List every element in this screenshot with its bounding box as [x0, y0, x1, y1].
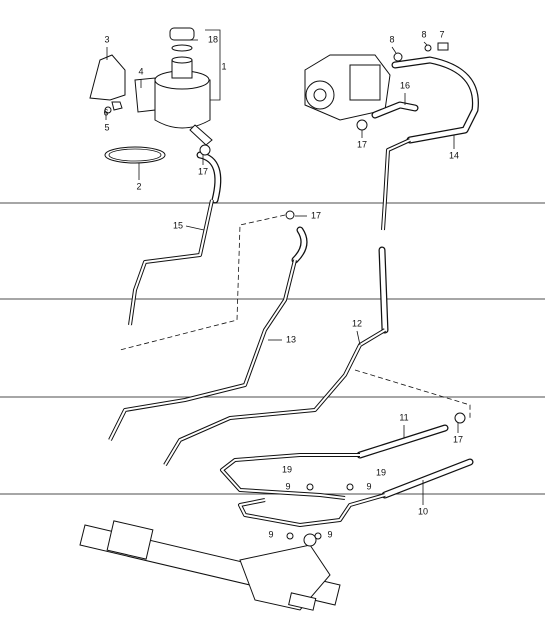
callout: 7: [439, 29, 444, 39]
steering-rack: [79, 520, 341, 611]
callout: 17: [453, 434, 463, 444]
callout: 4: [138, 66, 143, 76]
reservoir: [154, 27, 221, 146]
callout-labels: 18 1 3 4 6 5 2 17 8 8 7 16 17 14 15 17 1…: [103, 29, 463, 539]
callout: 17: [357, 139, 367, 149]
bracket: [89, 54, 156, 114]
callout: 17: [311, 210, 321, 220]
callout: 10: [418, 506, 428, 516]
callout: 13: [286, 334, 296, 344]
callout: 19: [376, 467, 386, 477]
hoses: [196, 56, 479, 499]
pump: [304, 54, 391, 121]
callout: 17: [198, 166, 208, 176]
fittings: [199, 42, 466, 540]
callout: 18: [208, 34, 218, 44]
callout: 14: [449, 150, 459, 160]
callout: 11: [399, 412, 408, 422]
callout: 12: [352, 318, 362, 328]
callout: 9: [268, 529, 273, 539]
callout: 8: [421, 29, 426, 39]
callout: 16: [400, 80, 410, 90]
callout: 8: [389, 34, 394, 44]
callout: 2: [136, 181, 141, 191]
callout: 5: [104, 122, 109, 132]
callout: 6: [103, 107, 108, 117]
lines: [108, 138, 411, 527]
hose-clamp: [104, 146, 166, 164]
callout: 15: [173, 220, 183, 230]
callout: 9: [285, 481, 290, 491]
section-lines: [0, 202, 545, 495]
callout: 9: [366, 481, 371, 491]
callout: 1: [221, 61, 226, 71]
callout: 19: [282, 464, 292, 474]
leader-lines: [105, 39, 459, 505]
callout: 3: [104, 34, 109, 44]
dashed-guides: [119, 214, 471, 420]
callout: 9: [327, 529, 332, 539]
